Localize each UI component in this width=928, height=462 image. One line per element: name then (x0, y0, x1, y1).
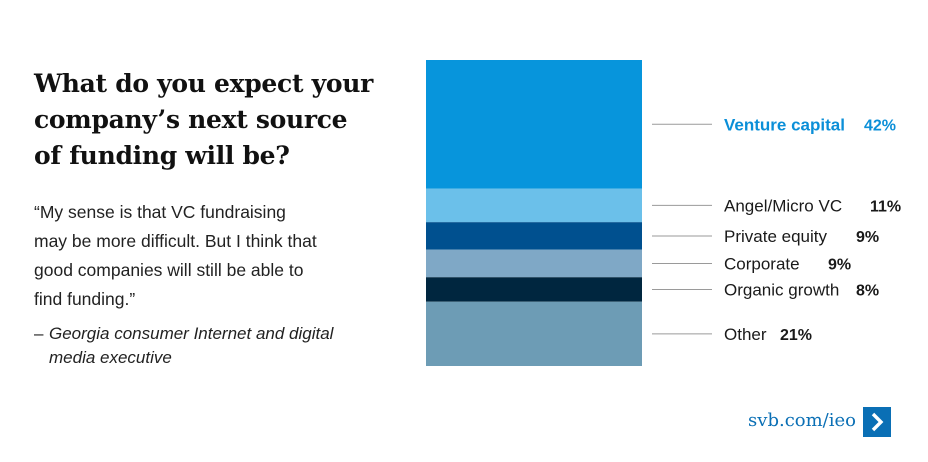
quote-attribution: – Georgia consumer Internet and digital … (34, 322, 394, 370)
attribution-dash: – (34, 324, 44, 343)
segment-value-corporate: 9% (828, 256, 851, 273)
segment-value-other: 21% (780, 327, 812, 344)
quote-line: may be more difficult. But I think that (34, 231, 317, 251)
segment-label-venture-capital: Venture capital (724, 115, 845, 134)
quote-line: “My sense is that VC fundraising (34, 202, 286, 222)
chevron-right-icon (871, 412, 884, 432)
next-button[interactable] (863, 407, 891, 437)
attribution-line: media executive (49, 348, 172, 367)
attribution-line: Georgia consumer Internet and digital (49, 324, 334, 343)
page-title: What do you expect your company’s next s… (34, 66, 394, 174)
title-line: company’s next source (34, 105, 348, 134)
quote: “My sense is that VC fundraising may be … (34, 198, 394, 314)
segment-value-angel-micro-vc: 11% (870, 198, 901, 215)
segment-label-organic-growth: Organic growth (724, 281, 839, 300)
bar-segment-other (426, 301, 642, 366)
bar-segment-private-equity (426, 222, 642, 250)
segment-label-angel-micro-vc: Angel/Micro VC (724, 196, 842, 215)
title-line: What do you expect your (34, 69, 373, 98)
quote-line: good companies will still be able to (34, 260, 304, 280)
segment-value-private-equity: 9% (856, 229, 879, 246)
bar-segment-corporate (426, 249, 642, 278)
segment-value-organic-growth: 8% (856, 283, 879, 300)
quote-line: find funding.” (34, 289, 136, 309)
segment-value-venture-capital: 42% (864, 117, 896, 134)
title-line: of funding will be? (34, 141, 290, 170)
segment-label-other: Other (724, 325, 767, 344)
bar-segment-angel-micro-vc (426, 188, 642, 223)
segment-label-corporate: Corporate (724, 254, 800, 273)
bar-segment-venture-capital (426, 60, 642, 189)
footer-link[interactable]: svb.com/ieo (748, 410, 856, 431)
segment-label-private-equity: Private equity (724, 227, 827, 246)
bar-segment-organic-growth (426, 277, 642, 302)
